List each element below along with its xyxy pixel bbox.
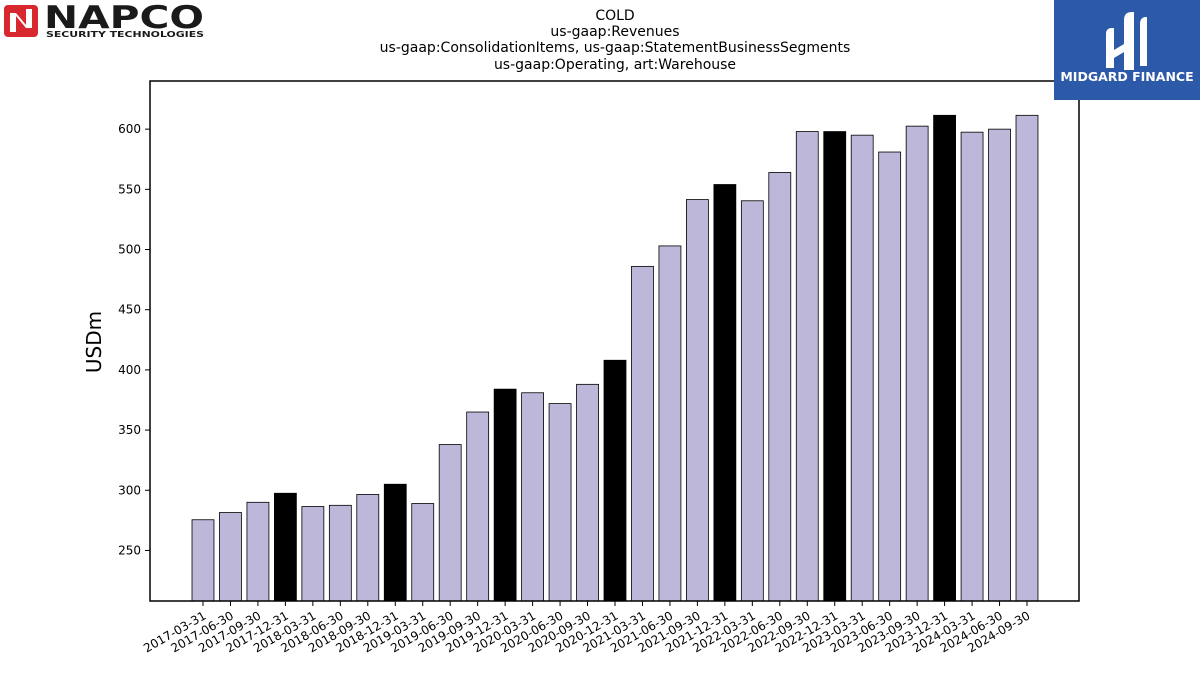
bar-2023-12-31 [933, 114, 956, 602]
bar-2024-06-30 [988, 128, 1011, 602]
y-tick-label: 600 [118, 122, 141, 136]
bar-series [191, 114, 1039, 602]
bar-2021-03-31 [631, 265, 654, 602]
y-axis-label: USDm [82, 311, 106, 373]
bar-2022-03-31 [740, 200, 764, 602]
bar-2017-06-30 [219, 512, 242, 602]
plot-frame [149, 80, 1080, 602]
y-tick-label: 400 [118, 363, 141, 377]
y-tick-label: 500 [118, 243, 141, 257]
chart-title-line-1: COLD [595, 8, 634, 24]
napco-subtitle: SECURITY TECHNOLOGIES [46, 29, 204, 39]
chart-title-line-4: us-gaap:Operating, art:Warehouse [494, 57, 736, 73]
bar-2017-03-31 [191, 519, 215, 602]
bar-2021-12-31 [713, 184, 737, 602]
y-tick-label: 300 [118, 483, 141, 497]
bar-2019-06-30 [438, 444, 462, 602]
bar-2022-12-31 [823, 131, 847, 602]
y-tick-label: 250 [118, 543, 141, 557]
y-tick-label: 450 [118, 303, 141, 317]
napco-n-glyph [10, 9, 32, 32]
bar-2017-09-30 [246, 501, 270, 602]
bar-2018-06-30 [328, 504, 352, 602]
bar-2018-03-31 [301, 506, 325, 602]
bar-2020-12-31 [603, 359, 627, 602]
bar-2023-03-31 [850, 134, 874, 602]
bar-2023-09-30 [905, 125, 929, 602]
bar-2024-03-31 [960, 131, 984, 602]
napco-wordmark: NAPCO [44, 4, 204, 36]
bar-2017-12-31 [274, 492, 297, 602]
bar-2019-09-30 [466, 411, 490, 602]
midgard-mark-icon [1106, 12, 1147, 70]
y-axis: 250 300 350 400 450 500 550 600 [118, 122, 150, 557]
bar-2020-03-31 [521, 392, 544, 602]
bar-2021-09-30 [686, 199, 709, 602]
x-axis: 2017-03-312017-06-302017-09-302017-12-31… [141, 601, 1033, 655]
chart-title-line-3: us-gaap:ConsolidationItems, us-gaap:Stat… [380, 40, 851, 56]
bar-2018-12-31 [383, 483, 407, 602]
midgard-finance-logo: MIDGARD FINANCE [1054, 0, 1200, 100]
bar-2022-06-30 [768, 172, 792, 602]
bar-2020-09-30 [576, 383, 599, 602]
midgard-wordmark: MIDGARD FINANCE [1060, 69, 1193, 84]
bar-2020-06-30 [548, 403, 572, 602]
chart-title-line-2: us-gaap:Revenues [550, 24, 679, 40]
y-tick-label: 350 [118, 423, 141, 437]
chart-title: COLD us-gaap:Revenues us-gaap:Consolidat… [380, 8, 851, 73]
bar-2021-06-30 [658, 245, 682, 602]
y-tick-label: 550 [118, 182, 141, 196]
bar-2022-09-30 [795, 131, 819, 602]
bar-2023-06-30 [878, 151, 902, 602]
bar-2024-09-30 [1015, 114, 1039, 602]
bar-2018-09-30 [356, 494, 380, 602]
bar-2019-12-31 [493, 388, 517, 602]
bar-2019-03-31 [411, 503, 435, 602]
napco-logo: NAPCO SECURITY TECHNOLOGIES [4, 4, 204, 39]
